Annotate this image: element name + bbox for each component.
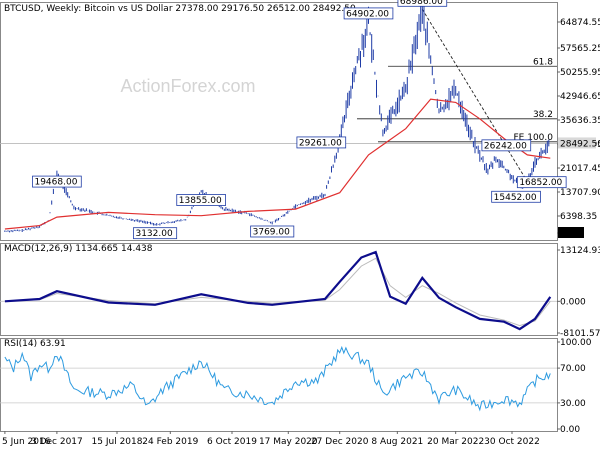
trendline (421, 9, 528, 182)
x-axis-label: 6 Oct 2019 (207, 437, 257, 447)
annotation-box (481, 139, 532, 152)
price-axis-label: 42946.65 (560, 92, 600, 102)
price-axis-label: 57565.25 (560, 44, 600, 54)
x-axis-label: 3 Dec 2017 (31, 437, 83, 447)
rsi-axis-label: 30.00 (560, 399, 586, 409)
annotation-box (250, 225, 295, 238)
annotation-box (176, 194, 226, 206)
price-axis-label: 64874.55 (560, 18, 600, 28)
annotation-label: 68986.00 (400, 0, 443, 7)
annotation-label: 29261.00 (299, 138, 342, 148)
annotation-box (491, 190, 541, 203)
annotation-box (343, 7, 394, 20)
fib-level-label: 38.2 (533, 110, 553, 120)
panel-frame-2 (0, 243, 558, 336)
price-candles (4, 0, 550, 233)
x-axis-label: 24 Feb 2019 (142, 437, 198, 447)
rsi-panel-header: RSI(14) 63.91 (4, 339, 66, 349)
price-axis-label: 21017.45 (560, 164, 600, 174)
panel-frame-1 (0, 2, 558, 241)
macd-signal-line (4, 257, 551, 327)
annotation-label: 3132.00 (135, 229, 172, 239)
annotation-label: 16852.00 (519, 178, 562, 188)
x-axis-label: 8 Aug 2021 (371, 437, 423, 447)
price-axis-label: 35636.35 (560, 116, 600, 126)
price-axis-label: 13707.90 (560, 188, 600, 198)
macd-axis-label: -8101.574 (560, 329, 600, 339)
last-price-label: 28492.50 (560, 139, 600, 149)
annotation-box (296, 136, 347, 149)
annotation-label: 13855.00 (179, 196, 222, 206)
rsi-axis-label: 100.00 (560, 338, 592, 348)
annotation-label: 3769.00 (253, 227, 290, 237)
moving-average-line (4, 98, 551, 230)
x-axis-label: 17 May 2020 (259, 437, 318, 447)
price-axis-label: 50255.95 (560, 68, 600, 78)
macd-axis-label: 0.000 (560, 297, 586, 307)
x-axis-label: 27 Dec 2020 (311, 437, 369, 447)
annotation-label: 26242.00 (484, 141, 527, 151)
annotation-box (397, 0, 448, 7)
price-zero-tag-bg (558, 227, 584, 238)
rsi-axis-label: 70.00 (560, 364, 586, 374)
annotation-label: 64902.00 (346, 9, 389, 19)
fib-level-label: FE 100.0 (514, 133, 554, 143)
macd-panel-header: MACD(12,26,9) 1134.665 14.438 (4, 244, 153, 254)
annotation-box (133, 227, 178, 240)
rsi-line (4, 345, 551, 412)
price-panel-header: BTCUSD, Weekly: Bitcoin vs US Dollar 273… (4, 4, 356, 14)
rsi-axis-label: 0.00 (560, 425, 580, 435)
annotation-label: 15452.00 (494, 193, 537, 203)
x-axis-label: 5 Jun 2016 (2, 437, 51, 447)
price-axis-label: 0.00 (560, 229, 580, 239)
watermark: ActionForex.com (120, 76, 255, 96)
macd-axis-label: 13124.939 (560, 246, 600, 256)
annotation-label: 19468.00 (34, 178, 77, 188)
macd-line (4, 250, 552, 331)
annotation-box (32, 175, 82, 188)
chart-frames (0, 2, 558, 432)
last-price-tag-bg (558, 137, 596, 149)
fib-level-label: 61.8 (533, 57, 553, 67)
annotation-box (516, 176, 567, 189)
panel-frame-3 (0, 338, 558, 432)
x-axis-label: 30 Oct 2022 (484, 437, 540, 447)
x-axis-label: 20 Mar 2022 (427, 437, 484, 447)
price-axis-label: 6398.35 (560, 212, 597, 222)
x-axis-label: 15 Jul 2018 (92, 437, 143, 447)
